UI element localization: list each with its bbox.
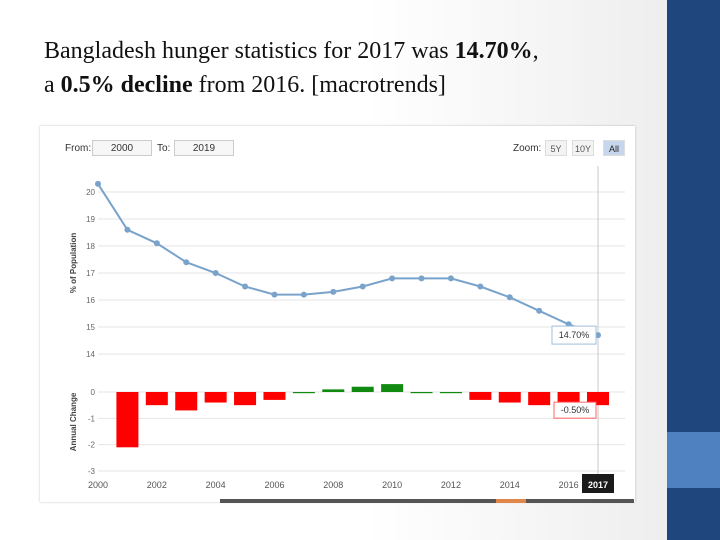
x-tick-label: 2006 — [264, 480, 284, 490]
slide-title: Bangladesh hunger statistics for 2017 wa… — [44, 34, 644, 102]
to-label: To: — [157, 143, 171, 154]
annual-change-bar — [175, 392, 198, 411]
chart-panel: From: 2000 To: 2019 Zoom: 5Y 10Y All 14 1… — [40, 126, 635, 502]
x-tick-label: 2004 — [206, 480, 226, 490]
bar-series-layer — [116, 384, 609, 448]
annual-change-bar — [351, 386, 374, 392]
hunger-point — [536, 307, 543, 314]
annual-change-bar — [263, 392, 286, 400]
annual-change-bar — [116, 392, 139, 448]
hunger-chart: 14 15 16 17 18 19 20 0 -1 -2 -3 % of Population Annu… — [69, 166, 625, 493]
annual-change-bar — [204, 392, 227, 403]
hunger-point — [359, 283, 366, 290]
value-callout-label: 14.70% — [559, 330, 590, 340]
bar-y-axis-label: Annual Change — [69, 392, 78, 451]
x-tick-label: 2016 — [559, 480, 579, 490]
hunger-point — [330, 288, 337, 295]
hunger-point — [389, 275, 396, 282]
zoom-label: Zoom: — [513, 143, 542, 154]
title-text-1: Bangladesh hunger statistics for 2017 wa… — [44, 38, 455, 64]
bar-y-tick-label: -1 — [88, 414, 96, 423]
zoom-5y-button[interactable]: 5Y — [545, 140, 567, 156]
annual-change-bar — [439, 392, 462, 394]
line-y-tick-label: 18 — [86, 242, 95, 251]
x-highlight-box — [582, 474, 614, 493]
x-tick-label: 2008 — [323, 480, 343, 490]
hunger-point — [242, 283, 249, 290]
line-y-tick-label: 15 — [86, 323, 95, 332]
x-tick-label: 2014 — [500, 480, 520, 490]
to-input[interactable]: 2019 — [174, 140, 234, 156]
bottom-scroll-marker[interactable] — [496, 499, 526, 503]
change-callout-box — [553, 401, 597, 419]
hunger-point — [124, 226, 131, 233]
bottom-scroll-strip[interactable] — [220, 499, 634, 503]
hunger-point — [271, 291, 278, 298]
value-callout-box — [551, 325, 597, 345]
from-input[interactable]: 2000 — [92, 140, 152, 156]
annual-change-bar — [322, 389, 345, 392]
bar-y-tick-label: -2 — [88, 441, 96, 450]
annual-change-bar — [292, 392, 315, 394]
hunger-point — [418, 275, 425, 282]
label-layer: 14 15 16 17 18 19 20 0 -1 -2 -3 % of Population Annu… — [69, 188, 614, 493]
hunger-point — [153, 240, 160, 247]
title-value: 14.70% — [454, 38, 533, 64]
x-tick-label: 2012 — [441, 480, 461, 490]
zoom-all-button[interactable]: All — [603, 140, 625, 156]
hunger-point — [506, 294, 513, 301]
line-y-tick-label: 19 — [86, 215, 95, 224]
annual-change-bar — [469, 392, 492, 400]
annual-change-bar — [381, 384, 404, 392]
title-text-4: from 2016. [macrotrends] — [192, 72, 446, 98]
x-tick-label: 2010 — [382, 480, 402, 490]
change-callout-label: -0.50% — [561, 405, 590, 415]
x-tick-label: 2002 — [147, 480, 167, 490]
line-y-tick-label: 20 — [86, 188, 95, 197]
hunger-point — [477, 283, 484, 290]
hunger-point — [95, 180, 101, 187]
annual-change-bar — [145, 392, 168, 406]
title-text-2: , — [532, 38, 539, 64]
line-y-tick-label: 17 — [86, 269, 95, 278]
x-highlight-label: 2017 — [588, 480, 608, 490]
slide-sidebar-accent — [667, 432, 720, 488]
title-text-3: a — [44, 72, 61, 98]
annual-change-bar — [498, 392, 521, 403]
line-y-tick-label: 16 — [86, 296, 95, 305]
line-y-tick-label: 14 — [86, 350, 95, 359]
title-decline: 0.5% decline — [60, 72, 193, 98]
line-series-layer — [95, 180, 601, 339]
bar-y-tick-label: -3 — [88, 467, 96, 476]
bar-y-tick-label: 0 — [91, 388, 96, 397]
annual-change-bar — [528, 392, 551, 406]
grid-layer — [98, 166, 625, 481]
from-label: From: — [65, 143, 92, 154]
hunger-point — [183, 259, 190, 266]
line-y-axis-label: % of Population — [69, 233, 78, 294]
annual-change-bar — [410, 392, 433, 394]
hunger-line — [97, 183, 599, 337]
hunger-point — [300, 291, 307, 298]
annual-change-bar — [234, 392, 257, 406]
hunger-point — [212, 270, 219, 276]
zoom-10y-button[interactable]: 10Y — [572, 140, 594, 156]
x-tick-label: 2000 — [88, 480, 108, 490]
hunger-point — [447, 275, 454, 282]
